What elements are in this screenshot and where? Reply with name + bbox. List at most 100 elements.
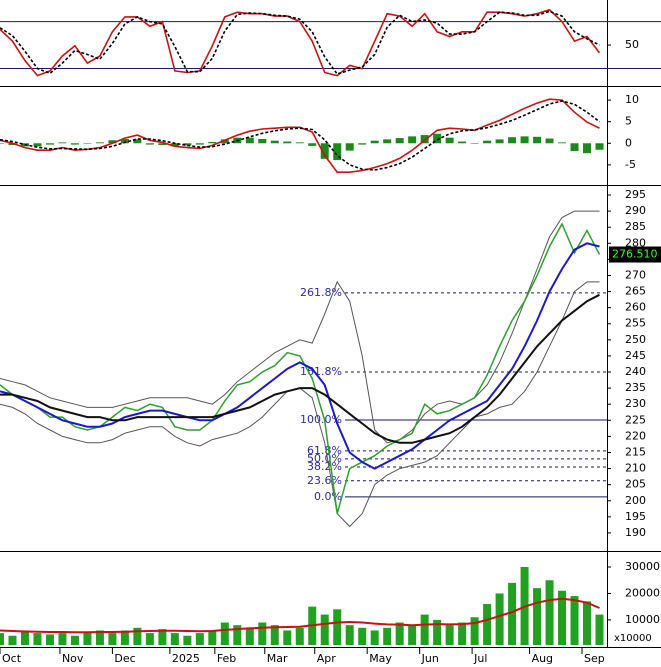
bar	[258, 138, 267, 144]
fib-label: 100.0%	[300, 413, 342, 426]
y-tick-label: 195	[625, 510, 646, 523]
fib-label: 50.0%	[307, 452, 342, 465]
bar	[583, 143, 592, 154]
bar	[445, 625, 454, 645]
bar	[308, 143, 317, 146]
series-line	[0, 100, 600, 171]
y-tick-label: 215	[625, 445, 646, 458]
y-tick-label: 290	[625, 204, 646, 217]
y-tick-label: 10000	[625, 613, 660, 626]
bar	[545, 138, 554, 144]
series-line	[0, 210, 600, 444]
bar	[158, 143, 167, 145]
bar	[270, 625, 279, 645]
bar	[58, 142, 67, 144]
bar	[533, 136, 542, 144]
bar	[245, 137, 254, 144]
bar	[145, 143, 154, 145]
bar	[408, 136, 417, 144]
y-tick-label: 220	[625, 429, 646, 442]
series-line	[0, 597, 600, 634]
bar	[295, 142, 304, 144]
y-tick-label: 50	[625, 38, 639, 51]
bar	[495, 139, 504, 144]
y-tick-label: 30000	[625, 560, 660, 573]
x-tick-label: Jun	[421, 652, 439, 665]
bar	[20, 630, 29, 645]
y-tick-label: 0	[625, 136, 632, 149]
bar	[170, 143, 179, 147]
bar	[583, 601, 592, 645]
x-tick-label: May	[369, 652, 392, 665]
y-tick-label: 20000	[625, 586, 660, 599]
y-tick-label: 5	[625, 115, 632, 128]
bar	[445, 137, 454, 144]
bar	[95, 142, 104, 144]
bar	[33, 633, 42, 645]
bar	[508, 582, 517, 645]
bar	[395, 138, 404, 144]
series-line	[0, 98, 600, 173]
bar	[483, 604, 492, 645]
bar	[470, 143, 479, 144]
bar	[233, 625, 242, 645]
bar	[195, 633, 204, 645]
y-tick-label: 10	[625, 93, 639, 106]
y-tick-label: 240	[625, 365, 646, 378]
x-tick-label: Aug	[532, 652, 553, 665]
bar	[208, 141, 217, 144]
bar	[358, 143, 367, 145]
frame	[0, 0, 661, 648]
bar	[145, 633, 154, 645]
bar	[120, 138, 129, 144]
y-tick-label: 265	[625, 285, 646, 298]
y-tick-label: 270	[625, 268, 646, 281]
bar	[258, 622, 267, 645]
bar	[283, 141, 292, 144]
bar	[8, 635, 17, 645]
x-tick-label: Dec	[114, 652, 135, 665]
bar	[533, 588, 542, 645]
bar	[133, 627, 142, 645]
last-price-tag	[609, 246, 661, 263]
x-tick-label: 2025	[172, 652, 200, 665]
bar	[45, 634, 54, 645]
y-tick-label: 295	[625, 188, 646, 201]
y-tick-label: 245	[625, 349, 646, 362]
series-line	[0, 242, 600, 470]
bar	[45, 143, 54, 145]
bar	[495, 593, 504, 645]
fib-label: 61.8%	[307, 444, 342, 457]
x-tick-label: Feb	[217, 652, 236, 665]
x-tick-label: Oct	[2, 652, 22, 665]
bar	[508, 137, 517, 144]
y-tick-label: 190	[625, 526, 646, 539]
fib-label: 261.8%	[300, 286, 342, 299]
fib-label: 38.2%	[307, 460, 342, 473]
bar	[95, 630, 104, 645]
bar	[70, 143, 79, 145]
bar	[270, 140, 279, 144]
bar	[345, 143, 354, 151]
bar	[558, 590, 567, 645]
bar	[558, 142, 567, 144]
bar	[520, 136, 529, 144]
bar	[433, 619, 442, 645]
y-tick-label: 280	[625, 236, 646, 249]
bar	[108, 140, 117, 144]
y-tick-label: 230	[625, 397, 646, 410]
bar	[345, 625, 354, 645]
bar	[183, 143, 192, 146]
x-tick-label: Apr	[317, 652, 337, 665]
x-tick-label: Nov	[62, 652, 84, 665]
bar	[458, 622, 467, 645]
bar	[370, 140, 379, 144]
bar	[170, 633, 179, 645]
y-tick-label: 250	[625, 333, 646, 346]
x-tick-label: Mar	[267, 652, 288, 665]
bar	[108, 633, 117, 645]
bar	[183, 635, 192, 645]
y-tick-label: 225	[625, 413, 646, 426]
bar	[220, 622, 229, 645]
